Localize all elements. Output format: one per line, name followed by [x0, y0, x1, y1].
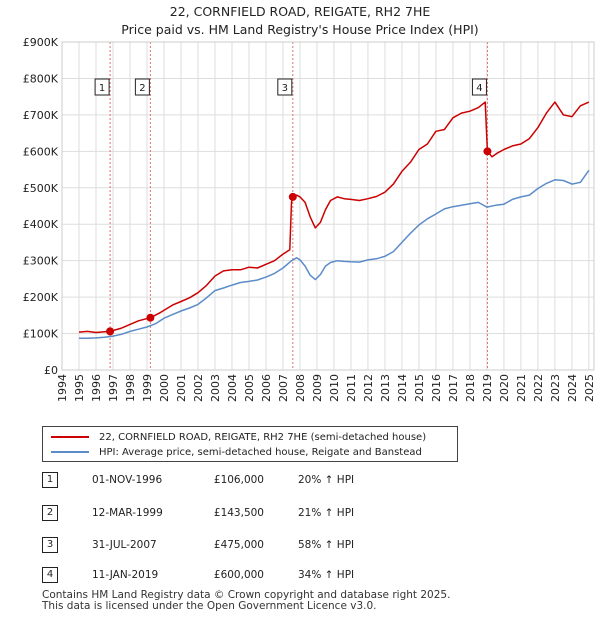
x-tick-label: 1996 [90, 374, 103, 402]
x-tick-label: 2024 [566, 374, 579, 402]
y-tick-label: £200K [23, 291, 59, 304]
sale-number-badge: 1 [42, 472, 58, 488]
legend-swatch-property [51, 436, 89, 438]
sale-marker-label: 1 [99, 83, 105, 94]
sale-marker-badge [471, 78, 487, 96]
x-tick-label: 2022 [532, 374, 545, 402]
legend-label-hpi: HPI: Average price, semi-detached house,… [99, 446, 422, 458]
x-tick-label: 2023 [549, 374, 562, 402]
sale-hpi-change: 21% ↑ HPI [298, 507, 355, 519]
y-tick-label: £100K [23, 328, 59, 341]
sale-number-badge: 3 [42, 537, 58, 553]
x-tick-label: 2013 [379, 374, 392, 402]
sale-point [483, 147, 492, 156]
y-tick-label: £400K [23, 218, 59, 231]
x-tick-label: 1999 [141, 374, 154, 402]
x-tick-label: 1997 [107, 374, 120, 402]
x-tick-label: 2014 [396, 374, 409, 402]
sale-marker-badge [277, 78, 293, 96]
y-tick-label: £0 [44, 364, 58, 377]
table-row: 3 31-JUL-2007 £475,000 58% ↑ HPI [42, 537, 442, 557]
sale-hpi-change: 34% ↑ HPI [298, 569, 355, 581]
y-tick-label: £700K [23, 109, 59, 122]
x-tick-label: 2009 [311, 374, 324, 402]
sale-marker-badge [134, 78, 150, 96]
x-tick-label: 2011 [345, 374, 358, 402]
price-chart: 1 2 3 4 £0 £100K £200K £300K £400K £500K £600K £70… [23, 36, 596, 402]
hpi-series-line [79, 169, 590, 340]
y-tick-label: £800K [23, 72, 59, 85]
sale-number-badge: 4 [42, 567, 58, 583]
x-tick-label: 2007 [277, 374, 290, 402]
chart-legend: 22, CORNFIELD ROAD, REIGATE, RH2 7HE (se… [42, 426, 458, 462]
sale-marker-label: 2 [139, 83, 145, 94]
sale-date: 01-NOV-1996 [92, 474, 163, 486]
sale-date: 31-JUL-2007 [92, 539, 157, 551]
sale-price: £475,000 [213, 539, 264, 551]
table-row: 2 12-MAR-1999 £143,500 21% ↑ HPI [42, 505, 442, 525]
property-series-line [78, 101, 590, 334]
x-tick-label: 2016 [430, 374, 443, 402]
plot-frame [61, 41, 595, 371]
sale-hpi-change: 58% ↑ HPI [298, 539, 355, 551]
x-tick-label: 2000 [158, 374, 171, 402]
x-tick-label: 2001 [175, 374, 188, 402]
x-tick-label: 2002 [192, 374, 205, 402]
sale-marker-label: 4 [476, 83, 482, 94]
y-tick-label: £300K [23, 255, 59, 268]
x-tick-label: 2015 [413, 374, 426, 402]
footer-line-1: Contains HM Land Registry data © Crown c… [42, 589, 451, 601]
x-tick-label: 1995 [73, 374, 86, 402]
sale-price: £600,000 [213, 569, 264, 581]
table-row: 1 01-NOV-1996 £106,000 20% ↑ HPI [42, 472, 442, 492]
x-tick-label: 2017 [447, 374, 460, 402]
footer-attribution: Contains HM Land Registry data © Crown c… [42, 590, 450, 612]
x-tick-label: 2019 [481, 374, 494, 402]
x-tick-label: 2006 [260, 374, 273, 402]
sale-number-badge: 2 [42, 505, 58, 521]
x-tick-label: 2008 [294, 374, 307, 402]
sale-price: £106,000 [213, 474, 264, 486]
x-tick-label: 2010 [328, 374, 341, 402]
sale-date: 12-MAR-1999 [92, 507, 163, 519]
sale-point [288, 192, 297, 201]
x-tick-label: 2005 [243, 374, 256, 402]
x-tick-label: 2025 [583, 374, 596, 402]
y-tick-label: £600K [23, 145, 59, 158]
sale-date: 11-JAN-2019 [92, 569, 159, 581]
legend-item-property: 22, CORNFIELD ROAD, REIGATE, RH2 7HE (se… [51, 430, 426, 444]
sale-price: £143,500 [213, 507, 264, 519]
y-tick-label: £500K [23, 182, 59, 195]
x-tick-label: 2021 [515, 374, 528, 402]
sale-marker-badge [94, 78, 110, 96]
x-tick-label: 1998 [124, 374, 137, 402]
legend-label-property: 22, CORNFIELD ROAD, REIGATE, RH2 7HE (se… [99, 431, 427, 443]
x-tick-label: 2018 [464, 374, 477, 402]
x-tick-label: 2004 [226, 374, 239, 402]
chart-subtitle: Price paid vs. HM Land Registry's House … [121, 22, 479, 37]
x-tick-label: 2012 [362, 374, 375, 402]
table-row: 4 11-JAN-2019 £600,000 34% ↑ HPI [42, 567, 442, 587]
chart-title: 22, CORNFIELD ROAD, REIGATE, RH2 7HE [169, 4, 431, 19]
footer-line-2: This data is licensed under the Open Gov… [42, 600, 377, 612]
legend-swatch-hpi [51, 451, 89, 453]
x-tick-label: 2003 [209, 374, 222, 402]
sale-point [106, 327, 115, 336]
legend-item-hpi: HPI: Average price, semi-detached house,… [51, 445, 422, 459]
x-tick-label: 1994 [56, 374, 69, 402]
y-tick-label: £900K [23, 36, 59, 49]
sale-point [146, 313, 155, 322]
sale-hpi-change: 20% ↑ HPI [298, 474, 355, 486]
x-tick-label: 2020 [498, 374, 511, 402]
sale-marker-label: 3 [282, 83, 288, 94]
